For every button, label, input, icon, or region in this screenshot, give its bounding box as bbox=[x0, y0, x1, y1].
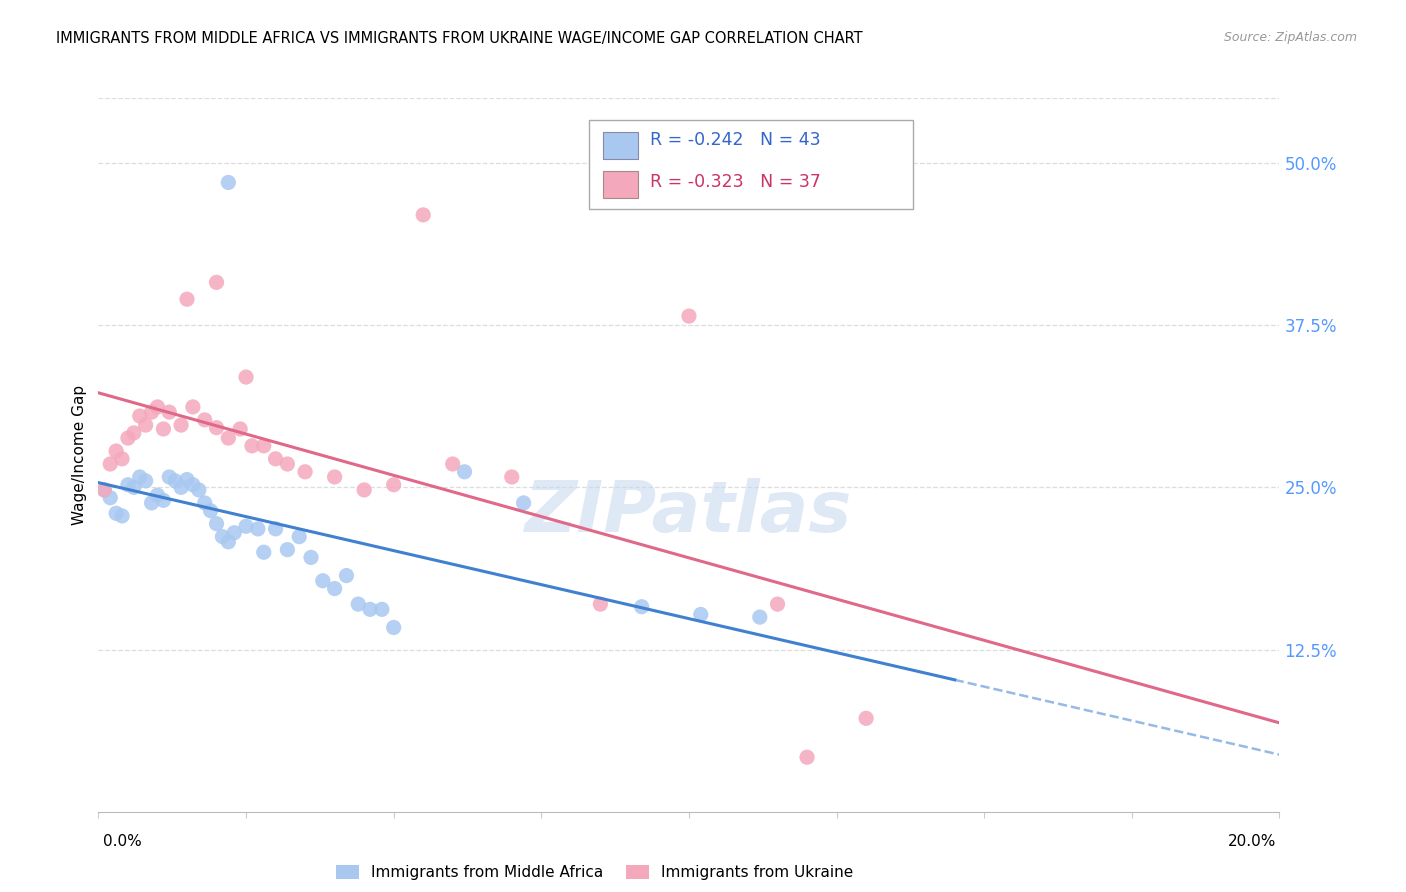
Point bbox=[512, 496, 534, 510]
Point bbox=[253, 439, 276, 453]
Point bbox=[501, 470, 523, 484]
Point bbox=[347, 597, 370, 611]
Point bbox=[294, 465, 316, 479]
Point bbox=[229, 422, 252, 436]
Point bbox=[105, 444, 128, 458]
Point bbox=[453, 465, 475, 479]
Point bbox=[323, 470, 346, 484]
Point bbox=[194, 413, 217, 427]
Point bbox=[157, 405, 180, 419]
Point bbox=[122, 480, 145, 494]
Point bbox=[128, 470, 150, 484]
Point bbox=[224, 525, 246, 540]
Point bbox=[253, 545, 276, 559]
Point bbox=[217, 431, 239, 445]
Point bbox=[276, 542, 298, 557]
Legend: Immigrants from Middle Africa, Immigrants from Ukraine: Immigrants from Middle Africa, Immigrant… bbox=[329, 858, 859, 886]
Point bbox=[323, 582, 346, 596]
Point bbox=[111, 508, 134, 523]
Point bbox=[382, 477, 405, 491]
Point bbox=[135, 418, 157, 433]
Point bbox=[105, 506, 128, 520]
Point bbox=[678, 309, 700, 323]
Point bbox=[217, 176, 239, 190]
Point bbox=[98, 491, 121, 505]
Point bbox=[205, 516, 228, 531]
Point bbox=[217, 534, 239, 549]
Point bbox=[288, 530, 311, 544]
Point bbox=[689, 607, 711, 622]
Y-axis label: Wage/Income Gap: Wage/Income Gap bbox=[72, 384, 87, 525]
Point bbox=[187, 483, 209, 497]
Point bbox=[382, 620, 405, 634]
Point bbox=[93, 483, 115, 497]
Point bbox=[152, 422, 174, 436]
Point bbox=[335, 568, 357, 582]
Text: R = -0.242   N = 43: R = -0.242 N = 43 bbox=[650, 131, 821, 149]
Point bbox=[240, 439, 263, 453]
Text: 0.0%: 0.0% bbox=[103, 834, 142, 848]
Point bbox=[441, 457, 464, 471]
Point bbox=[128, 409, 150, 423]
Point bbox=[796, 750, 818, 764]
Point bbox=[152, 493, 174, 508]
Point bbox=[630, 599, 652, 614]
Point bbox=[211, 530, 233, 544]
Text: 20.0%: 20.0% bbox=[1229, 834, 1277, 848]
Point bbox=[117, 477, 139, 491]
Point bbox=[176, 292, 198, 306]
Point bbox=[165, 474, 187, 488]
Point bbox=[122, 425, 145, 440]
Point bbox=[170, 418, 193, 433]
Point bbox=[181, 477, 204, 491]
Point bbox=[748, 610, 770, 624]
Point bbox=[98, 457, 121, 471]
Point bbox=[176, 473, 198, 487]
Point bbox=[353, 483, 375, 497]
Point bbox=[235, 519, 257, 533]
Point bbox=[299, 550, 322, 565]
Point bbox=[359, 602, 381, 616]
Point bbox=[589, 597, 612, 611]
Point bbox=[312, 574, 335, 588]
Text: Source: ZipAtlas.com: Source: ZipAtlas.com bbox=[1223, 31, 1357, 45]
Point bbox=[205, 276, 228, 290]
Point bbox=[235, 370, 257, 384]
Point bbox=[194, 496, 217, 510]
Point bbox=[264, 522, 287, 536]
Point bbox=[117, 431, 139, 445]
Point bbox=[264, 451, 287, 466]
Point bbox=[141, 405, 163, 419]
Point bbox=[146, 400, 169, 414]
Point bbox=[135, 474, 157, 488]
Point bbox=[246, 522, 269, 536]
FancyBboxPatch shape bbox=[603, 171, 638, 198]
Text: ZIPatlas: ZIPatlas bbox=[526, 477, 852, 547]
Point bbox=[766, 597, 789, 611]
Point bbox=[181, 400, 204, 414]
Point bbox=[170, 480, 193, 494]
Text: IMMIGRANTS FROM MIDDLE AFRICA VS IMMIGRANTS FROM UKRAINE WAGE/INCOME GAP CORRELA: IMMIGRANTS FROM MIDDLE AFRICA VS IMMIGRA… bbox=[56, 31, 863, 46]
Text: R = -0.323   N = 37: R = -0.323 N = 37 bbox=[650, 173, 821, 191]
Point bbox=[93, 483, 115, 497]
Point bbox=[157, 470, 180, 484]
Point bbox=[146, 488, 169, 502]
Point bbox=[371, 602, 394, 616]
FancyBboxPatch shape bbox=[603, 132, 638, 159]
Point bbox=[855, 711, 877, 725]
Point bbox=[111, 451, 134, 466]
Point bbox=[141, 496, 163, 510]
Point bbox=[412, 208, 434, 222]
FancyBboxPatch shape bbox=[589, 120, 914, 209]
Point bbox=[205, 420, 228, 434]
Point bbox=[200, 504, 222, 518]
Point bbox=[276, 457, 298, 471]
